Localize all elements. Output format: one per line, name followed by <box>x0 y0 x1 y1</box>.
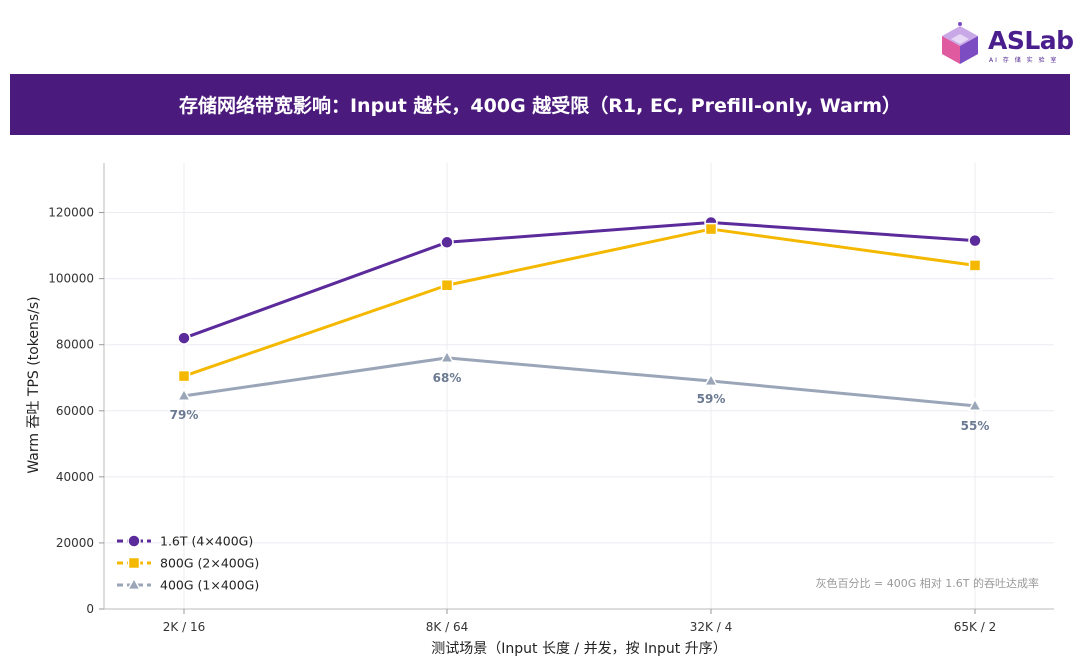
percent-label: 59% <box>697 392 726 406</box>
y-tick-label: 0 <box>86 602 94 616</box>
percent-label: 55% <box>961 419 990 433</box>
legend-marker <box>126 576 142 591</box>
data-point <box>968 259 982 272</box>
data-point <box>440 278 454 292</box>
data-point <box>439 349 455 364</box>
series-line <box>183 356 976 408</box>
aslab-logo-icon <box>942 22 978 64</box>
x-tick-label: 32K / 4 <box>690 620 732 634</box>
data-point <box>177 331 191 345</box>
chart-title: 存储网络带宽影响：Input 越长，400G 越受限（R1, EC, Prefi… <box>178 95 901 117</box>
legend-item: 400G (1×400G) <box>117 576 259 593</box>
y-tick-label: 40000 <box>56 470 94 484</box>
legend: 1.6T (4×400G) 800G (2×400G) 400G (1×400G) <box>117 534 259 593</box>
series-line <box>183 220 976 340</box>
legend-label: 800G (2×400G) <box>160 556 259 571</box>
series-2 <box>177 222 982 383</box>
data-point <box>440 235 454 250</box>
series-3 <box>176 349 983 411</box>
x-axis-title: 测试场景（Input 长度 / 并发，按 Input 升序） <box>431 641 726 657</box>
logo-text: ASLab <box>988 26 1074 55</box>
x-tick-label: 65K / 2 <box>954 620 996 634</box>
legend-item: 1.6T (4×400G) <box>117 534 253 549</box>
data-point <box>177 369 191 383</box>
data-point <box>176 387 192 402</box>
x-tick-label: 2K / 16 <box>163 620 205 634</box>
percent-label: 79% <box>170 408 199 422</box>
data-point <box>704 222 718 236</box>
annotations: 79% 68% 59% 55% <box>170 371 990 433</box>
legend-marker <box>127 534 141 548</box>
legend-item: 800G (2×400G) <box>117 556 259 571</box>
y-tick-label: 100000 <box>48 272 94 286</box>
series <box>176 215 983 411</box>
y-tick-label: 80000 <box>56 338 94 352</box>
legend-label: 1.6T (4×400G) <box>160 534 253 549</box>
y-tick-label: 120000 <box>48 206 94 220</box>
data-point <box>703 373 719 387</box>
title-banner: 存储网络带宽影响：Input 越长，400G 越受限（R1, EC, Prefi… <box>10 74 1070 135</box>
y-tick-label: 20000 <box>56 536 94 550</box>
data-point <box>967 397 983 411</box>
series-line <box>183 227 976 378</box>
logo-subtext: AI 存 储 实 验 室 <box>989 57 1059 64</box>
percent-label: 68% <box>433 371 462 385</box>
legend-marker <box>127 556 141 570</box>
y-axis-title: Warm 吞吐 TPS (tokens/s) <box>26 296 42 473</box>
x-tick-label: 8K / 64 <box>426 620 468 634</box>
series-1 <box>177 215 982 345</box>
data-point <box>968 233 982 248</box>
footnote: 灰色百分比 = 400G 相对 1.6T 的吞吐达成率 <box>816 576 1039 590</box>
y-tick-label: 60000 <box>56 404 94 418</box>
axes: 0 20000 40000 60000 80000 100000 120000 2K / 16… <box>48 163 1054 634</box>
legend-label: 400G (1×400G) <box>160 578 259 593</box>
